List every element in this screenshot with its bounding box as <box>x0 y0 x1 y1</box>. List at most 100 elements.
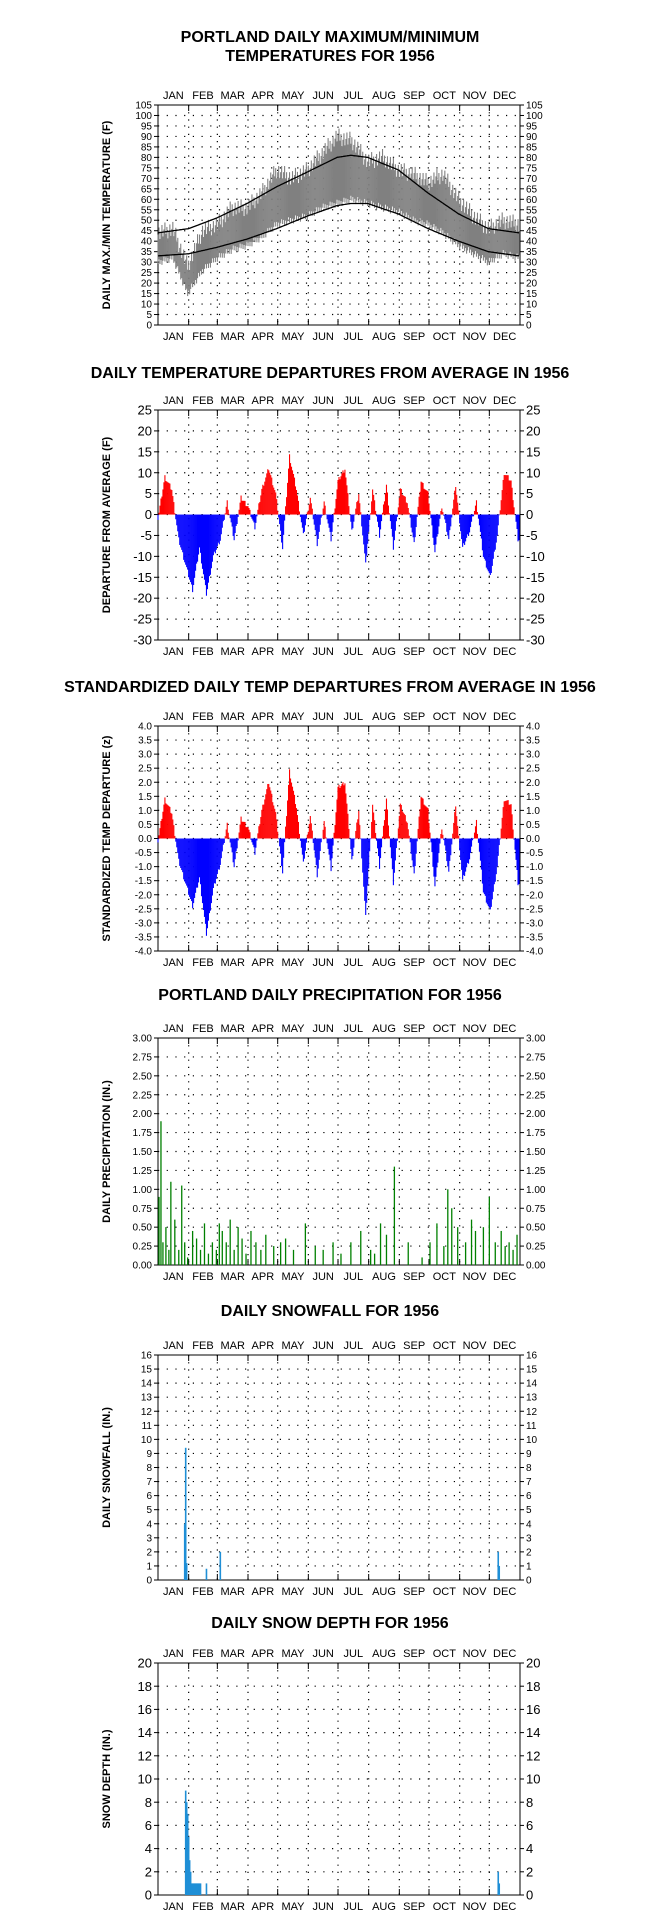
y-tick-label-left: 16 <box>138 1702 152 1717</box>
y-tick-label-left: 1.5 <box>138 792 152 803</box>
y-tick-label-right: 10 <box>526 1435 538 1446</box>
y-tick-label-right: 15 <box>526 1365 538 1376</box>
snow-depth-bar <box>498 1883 501 1895</box>
precip-bar <box>314 1246 316 1265</box>
y-tick-label-right: 3.5 <box>526 736 540 747</box>
y-tick-label-right: 6 <box>526 1491 532 1502</box>
precip-bar <box>407 1242 409 1265</box>
month-label-bottom: NOV <box>463 957 488 969</box>
month-label-bottom: MAR <box>220 957 245 969</box>
month-label-bottom: AUG <box>372 1271 396 1283</box>
month-label-top: SEP <box>403 1340 425 1352</box>
y-tick-label-left: 20 <box>138 423 152 438</box>
snow-depth-bar <box>184 1790 187 1895</box>
y-tick-label-right: 2.25 <box>526 1090 546 1101</box>
y-tick-label-right: 0 <box>526 1888 533 1903</box>
chart-title-precipitation: PORTLAND DAILY PRECIPITATION FOR 1956 <box>158 987 502 1004</box>
precip-bar <box>211 1242 214 1265</box>
month-label-top: MAR <box>220 711 245 723</box>
y-tick-label-left: 15 <box>141 1365 153 1376</box>
y-tick-label-left: -4.0 <box>135 947 153 958</box>
precip-bar <box>181 1185 183 1265</box>
snow-depth-bar <box>185 1802 188 1895</box>
y-tick-label-left: 30 <box>141 258 153 269</box>
y-tick-label-left: -10 <box>133 549 152 564</box>
y-tick-label-left: 20 <box>138 1656 152 1671</box>
month-label-bottom: OCT <box>433 957 457 969</box>
precip-bar <box>360 1230 362 1265</box>
precip-bar <box>516 1234 518 1265</box>
month-label-bottom: JUL <box>344 957 364 969</box>
chart-title-temperature-line2: TEMPERATURES FOR 1956 <box>225 48 435 65</box>
month-label-bottom: FEB <box>192 957 213 969</box>
y-tick-label-left: 0 <box>146 1576 152 1587</box>
precip-bar <box>421 1257 423 1265</box>
month-label-top: NOV <box>463 711 488 723</box>
y-tick-label-left: 8 <box>145 1795 152 1810</box>
precip-bar <box>279 1242 282 1265</box>
month-label-top: NOV <box>463 395 488 407</box>
y-tick-label-right: 4 <box>526 1841 533 1856</box>
departure-chart: -30 -30 -25 -25 -20 -20 -15 -15 -10 -10 -5 -5 0 0 5 5 10… <box>101 395 545 658</box>
plot-frame <box>157 409 521 641</box>
y-tick-label-left: 2.0 <box>138 778 152 789</box>
y-tick-label-right: 1.0 <box>526 806 540 817</box>
precip-bar <box>199 1249 202 1265</box>
y-tick-label-left: 45 <box>141 226 153 237</box>
precip-bar <box>370 1249 372 1265</box>
precip-bar <box>241 1238 243 1265</box>
y-tick-label-left: 105 <box>135 101 152 112</box>
precip-bar <box>178 1249 180 1265</box>
y-tick-label-left: 75 <box>141 163 153 174</box>
y-tick-label-left: 65 <box>141 184 153 195</box>
month-label-bottom: DEC <box>493 1586 516 1598</box>
y-tick-label-right: 12 <box>526 1748 540 1763</box>
y-tick-label-left: 10 <box>138 1772 152 1787</box>
month-label-top: AUG <box>372 90 396 102</box>
y-tick-label-right: 2.00 <box>526 1109 546 1120</box>
y-tick-label-left: 3.0 <box>138 750 152 761</box>
y-tick-label-right: 80 <box>526 153 538 164</box>
month-label-top: JUN <box>312 1340 333 1352</box>
month-label-top: JAN <box>163 711 184 723</box>
y-tick-label-right: 100 <box>526 111 543 122</box>
y-tick-label-right: 2.0 <box>526 778 540 789</box>
precip-bar <box>470 1219 473 1265</box>
month-label-bottom: FEB <box>192 331 213 343</box>
precip-bar <box>393 1166 396 1265</box>
precip-bar <box>284 1238 287 1265</box>
month-label-bottom: MAY <box>281 1271 305 1283</box>
y-tick-label-left: 1.00 <box>133 1185 153 1196</box>
month-label-top: AUG <box>372 1648 396 1660</box>
precip-bar <box>245 1253 247 1265</box>
month-label-top: NOV <box>463 1340 488 1352</box>
month-label-bottom: JAN <box>163 957 184 969</box>
y-tick-label-left: 12 <box>141 1407 153 1418</box>
precip-bar <box>215 1249 218 1265</box>
month-label-top: JUL <box>344 90 364 102</box>
month-label-bottom: NOV <box>463 1586 488 1598</box>
y-tick-label-right: 1.75 <box>526 1128 546 1139</box>
y-tick-label-right: -15 <box>526 570 545 585</box>
month-label-top: MAY <box>281 1023 305 1035</box>
month-label-bottom: APR <box>252 646 275 658</box>
y-tick-label-left: 10 <box>138 465 152 480</box>
y-tick-label-left: 85 <box>141 142 153 153</box>
month-label-bottom: MAY <box>281 957 305 969</box>
y-tick-label-right: 14 <box>526 1379 538 1390</box>
y-tick-label-right: 6 <box>526 1818 533 1833</box>
month-label-bottom: SEP <box>403 1271 425 1283</box>
y-tick-label-left: 3 <box>146 1533 152 1544</box>
month-label-top: FEB <box>192 395 213 407</box>
precip-bar <box>373 1253 376 1265</box>
precip-bar <box>191 1230 194 1265</box>
y-tick-label-left: 0.5 <box>138 820 152 831</box>
y-tick-label-left: 12 <box>138 1748 152 1763</box>
y-tick-label-right: 85 <box>526 142 538 153</box>
month-label-top: JAN <box>163 90 184 102</box>
month-label-bottom: DEC <box>493 1271 516 1283</box>
precip-bar <box>184 1242 186 1265</box>
y-tick-label-left: -25 <box>133 612 152 627</box>
precip-bar <box>174 1219 176 1265</box>
